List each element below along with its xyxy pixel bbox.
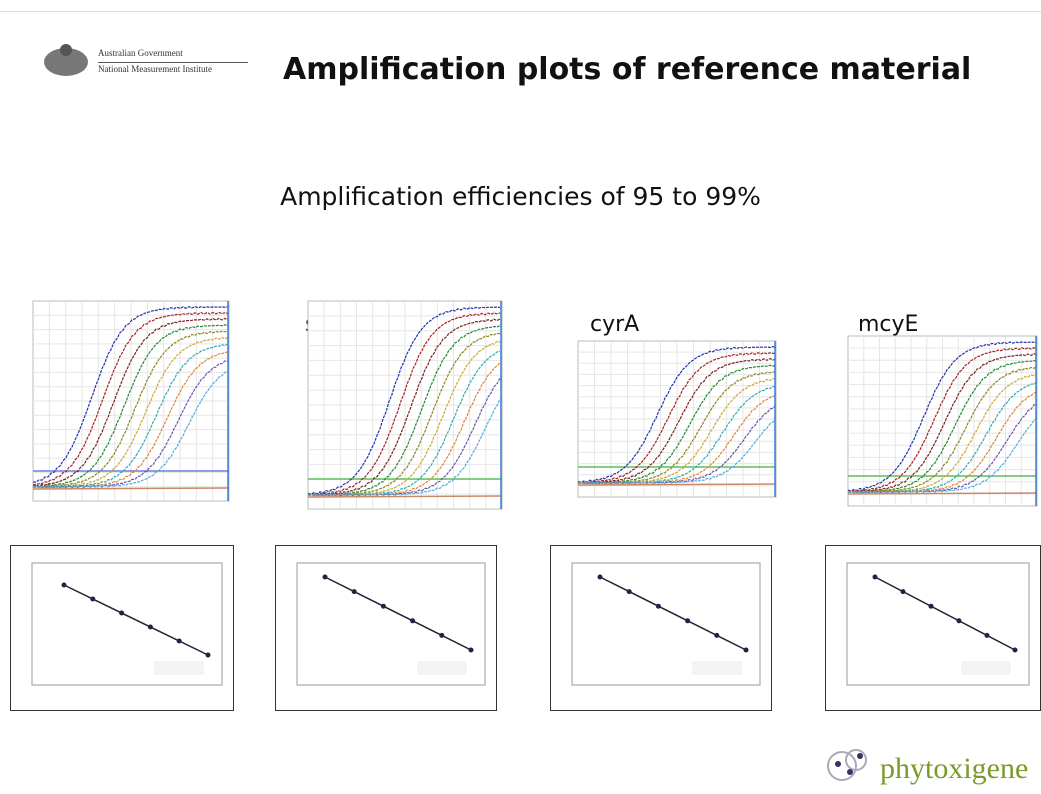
logo-text: National Measurement Institute (98, 62, 248, 74)
subtitle: Amplification efficiencies of 95 to 99% (280, 182, 761, 211)
data-point (468, 647, 474, 653)
equation-box (961, 661, 1011, 675)
amplification-curve (32, 324, 229, 488)
fit-line (874, 576, 1016, 651)
data-point (147, 624, 153, 630)
data-point (626, 589, 632, 595)
amplification-curve (847, 341, 1038, 492)
amplification-curve (32, 360, 229, 489)
plot-border (825, 545, 1041, 711)
panel-label: cyrA (590, 310, 639, 340)
standard-curve (550, 545, 772, 711)
amplification-curve (32, 371, 229, 489)
plot-border (275, 545, 497, 711)
icon-dot (847, 769, 853, 775)
data-point (351, 589, 357, 595)
brand-icon (827, 749, 867, 781)
data-point (956, 618, 962, 624)
amplification-curve (32, 343, 229, 489)
data-point (439, 632, 445, 638)
data-point (380, 603, 386, 609)
slide-title: Amplification plots of reference materia… (283, 52, 972, 87)
divider (0, 11, 1041, 12)
baseline-curve (32, 487, 230, 490)
equation-box (692, 661, 742, 675)
crest (44, 44, 88, 76)
panel-label-line: cyrA (590, 312, 640, 337)
amplification-curve (32, 351, 229, 489)
plot-area (296, 562, 486, 686)
amplification-plot (32, 300, 230, 502)
standard-curve (275, 545, 497, 711)
data-point (900, 589, 906, 595)
data-point (176, 638, 182, 644)
amplification-curve (307, 398, 501, 497)
amplification-curve (577, 345, 777, 484)
plot-border (550, 545, 772, 711)
data-point (984, 632, 990, 638)
fit-line (63, 584, 209, 656)
data-point (714, 632, 720, 638)
standard-curve (10, 545, 234, 711)
amplification-curve (847, 353, 1038, 493)
data-point (655, 603, 661, 609)
baseline-curve (307, 495, 503, 498)
amplification-curve (577, 394, 777, 485)
amplification-curve (577, 404, 777, 485)
amplification-curve (577, 371, 777, 485)
plot-area (571, 562, 761, 686)
amplification-curve (577, 417, 777, 485)
equation-box (417, 661, 467, 675)
data-point (928, 603, 934, 609)
amplification-curve (847, 417, 1038, 494)
amplification-curve (577, 352, 777, 484)
icon-ring (845, 749, 867, 771)
amplification-curve (32, 317, 229, 488)
plot-area (846, 562, 1030, 686)
crest-top (60, 44, 72, 56)
data-point (119, 610, 125, 616)
amplification-plot (847, 335, 1038, 507)
amplification-curve (307, 306, 501, 495)
data-point (685, 618, 691, 624)
data-point (1012, 647, 1018, 653)
data-point (597, 574, 603, 580)
panel-label-line: mcyE (858, 312, 919, 337)
amplification-curve (32, 330, 229, 488)
amplification-curve (307, 325, 501, 497)
amplification-curve (32, 336, 229, 489)
fit-line (599, 576, 747, 651)
data-point (322, 574, 328, 580)
standard-curve (825, 545, 1041, 711)
icon-dot (857, 753, 863, 759)
amplification-curve (307, 312, 501, 496)
panel-label: mcyE (858, 310, 918, 340)
amplification-curve (32, 311, 229, 486)
data-point (205, 652, 211, 658)
equation-box (154, 661, 204, 675)
icon-ring (827, 751, 857, 781)
data-point (743, 647, 749, 653)
baseline-curve (577, 483, 777, 486)
amplification-plot (577, 340, 777, 498)
baseline-curve (847, 492, 1038, 495)
crest-shape (44, 48, 88, 76)
amplification-curve (577, 364, 777, 485)
data-point (410, 618, 416, 624)
plot-border (10, 545, 234, 711)
fit-line (324, 576, 472, 651)
brand-logo: phytoxigene (880, 752, 1029, 785)
amplification-curve (307, 318, 501, 496)
amplification-curve (32, 305, 229, 483)
icon-dot (835, 761, 841, 767)
data-point (61, 582, 67, 588)
plot-area (31, 562, 223, 686)
data-point (872, 574, 878, 580)
logo-text: Australian Government (98, 48, 183, 58)
amplification-plot (307, 300, 503, 510)
data-point (90, 596, 96, 602)
amplification-curve (847, 347, 1038, 493)
